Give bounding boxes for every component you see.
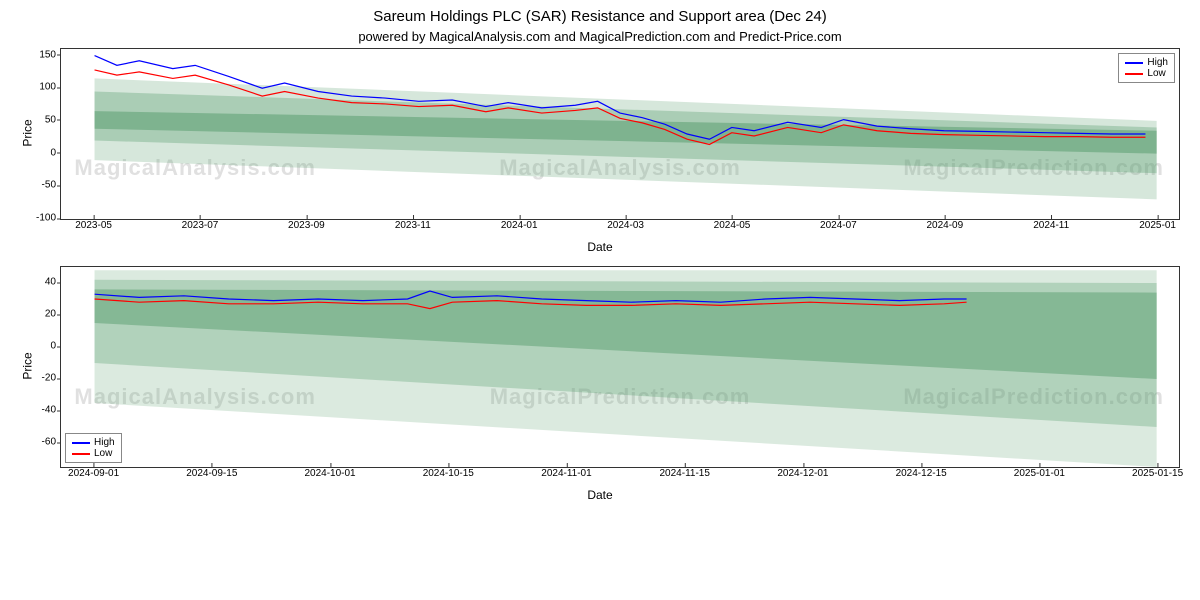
low-line <box>95 70 1146 145</box>
legend-row: Low <box>72 448 115 459</box>
chart-2-plot: MagicalAnalysis.com MagicalPrediction.co… <box>60 266 1180 468</box>
legend-row: Low <box>1125 68 1168 79</box>
xtick: 2024-09-01 <box>68 468 119 479</box>
chart-1-wrap: Price -100-50050100150 MagicalAnalysis.c… <box>60 48 1180 218</box>
xtick: 2023-11 <box>395 220 431 231</box>
ytick: 50 <box>20 114 56 125</box>
xtick: 2024-10-01 <box>304 468 355 479</box>
legend-label: High <box>94 437 115 448</box>
legend-swatch <box>1125 73 1143 75</box>
chart-1-legend: HighLow <box>1118 53 1175 83</box>
chart-1-plot: MagicalAnalysis.com MagicalAnalysis.com … <box>60 48 1180 220</box>
chart-2-legend: HighLow <box>65 433 122 463</box>
low-line <box>95 299 967 309</box>
legend-label: High <box>1147 57 1168 68</box>
ytick: -60 <box>20 437 56 448</box>
legend-row: High <box>72 437 115 448</box>
chart-2-wrap: Price -60-40-2002040 MagicalAnalysis.com… <box>60 266 1180 466</box>
ytick: 0 <box>20 147 56 158</box>
xtick: 2024-09-15 <box>186 468 237 479</box>
legend-swatch <box>72 442 90 444</box>
chart-1-xticks: 2023-05 2023-07 2023-09 2023-11 2024-01 2024-… <box>60 220 1180 236</box>
xtick: 2024-11 <box>1033 220 1069 231</box>
xtick: 2024-09 <box>926 220 963 231</box>
ytick: 150 <box>20 49 56 60</box>
legend-swatch <box>1125 62 1143 64</box>
ytick: -40 <box>20 405 56 416</box>
xtick: 2024-12-15 <box>896 468 947 479</box>
chart-2-yticks: -60 -40 -20 0 20 40 <box>20 266 56 466</box>
xtick: 2025-01 <box>1139 220 1176 231</box>
chart-2-lines <box>61 267 1179 467</box>
xtick: 2025-01-15 <box>1132 468 1183 479</box>
legend-row: High <box>1125 57 1168 68</box>
xtick: 2024-10-15 <box>423 468 474 479</box>
ytick: -20 <box>20 373 56 384</box>
ytick: -100 <box>20 213 56 224</box>
xtick: 2024-07 <box>820 220 857 231</box>
xtick: 2023-07 <box>182 220 219 231</box>
xtick: 2023-09 <box>288 220 325 231</box>
xtick: 2024-01 <box>501 220 538 231</box>
xtick: 2024-05 <box>714 220 751 231</box>
chart-title: Sareum Holdings PLC (SAR) Resistance and… <box>0 0 1200 25</box>
xtick: 2024-11-01 <box>541 468 591 479</box>
high-line <box>95 291 967 302</box>
ytick: 0 <box>20 341 56 352</box>
ytick: 40 <box>20 277 56 288</box>
xtick: 2024-12-01 <box>777 468 828 479</box>
chart-1-yticks: -100-50050100150 <box>20 48 56 218</box>
legend-swatch <box>72 453 90 455</box>
xtick: 2023-05 <box>75 220 112 231</box>
chart-subtitle: powered by MagicalAnalysis.com and Magic… <box>0 25 1200 48</box>
ytick: -50 <box>20 180 56 191</box>
xtick: 2024-03 <box>607 220 644 231</box>
ytick: 100 <box>20 82 56 93</box>
chart-1-lines <box>61 49 1179 219</box>
xtick: 2025-01-01 <box>1014 468 1065 479</box>
xtick: 2024-11-15 <box>659 468 709 479</box>
chart-2-xticks: 2024-09-01 2024-09-15 2024-10-01 2024-10-15… <box>60 468 1180 484</box>
ytick: 20 <box>20 309 56 320</box>
high-line <box>95 56 1146 140</box>
legend-label: Low <box>94 448 112 459</box>
legend-label: Low <box>1147 68 1165 79</box>
